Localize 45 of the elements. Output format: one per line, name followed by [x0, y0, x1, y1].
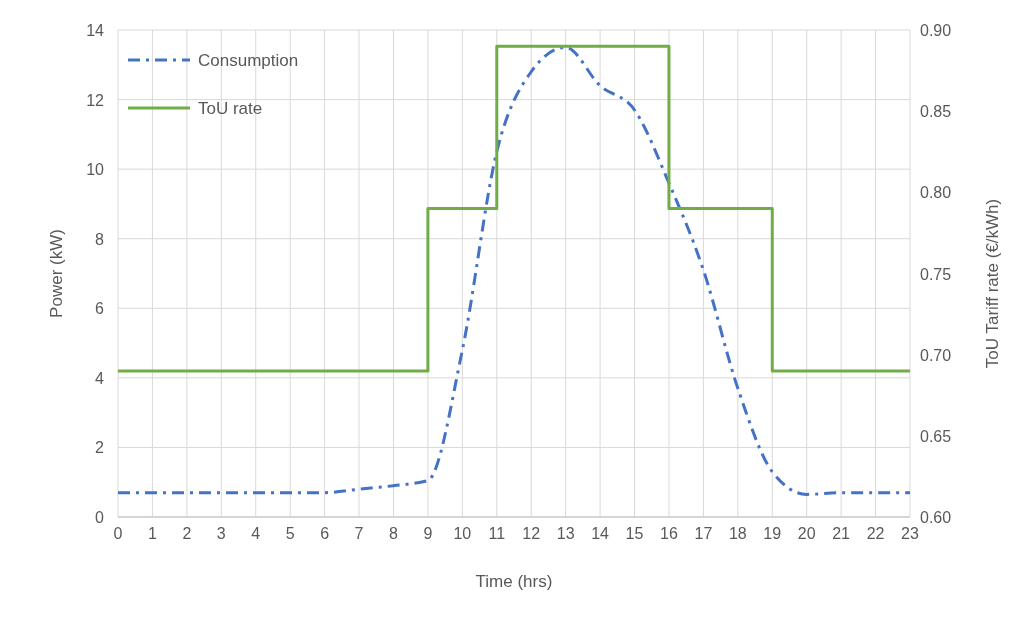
legend-label: ToU rate: [198, 99, 263, 118]
y2-tick-label: 0.60: [920, 509, 952, 526]
y-tick-label: 2: [95, 439, 105, 457]
y2-tick-label: 0.90: [920, 22, 952, 39]
x-tick-label: 10: [453, 525, 472, 542]
y-tick-label: 14: [86, 22, 105, 39]
x-tick-label: 1: [147, 525, 157, 542]
y2-axis-title: ToU Tariff rate (€/kWh): [983, 198, 1002, 369]
x-tick-label: 15: [625, 525, 644, 542]
x-tick-label: 4: [251, 525, 261, 542]
y2-tick-label: 0.65: [920, 427, 952, 445]
x-tick-label: 14: [591, 525, 610, 542]
y-tick-label: 8: [95, 230, 105, 248]
line-series: [116, 45, 912, 496]
y2-tick-label: 0.70: [920, 346, 952, 364]
x-tick-label: 11: [488, 525, 506, 542]
x-tick-label: 19: [763, 525, 782, 542]
y2-tick-label: 0.75: [920, 265, 952, 283]
x-tick-label: 5: [285, 525, 295, 542]
x-tick-label: 12: [522, 525, 541, 542]
y2-tick-label: 0.80: [920, 184, 952, 202]
x-tick-label: 23: [901, 525, 919, 542]
x-tick-label: 20: [797, 525, 816, 542]
x-tick-label: 13: [556, 525, 575, 542]
x-tick-label: 17: [694, 525, 713, 542]
x-tick-label: 9: [423, 525, 433, 542]
y-tick-label: 4: [95, 369, 105, 387]
x-tick-label: 2: [182, 525, 192, 542]
x-tick-label: 3: [216, 525, 226, 542]
x-tick-label: 21: [832, 525, 851, 542]
y-tick-label: 12: [86, 91, 105, 109]
y-axis-title: Power (kW): [47, 229, 66, 318]
x-tick-label: 16: [660, 525, 678, 542]
x-tick-label: 8: [389, 525, 399, 542]
x-tick-label: 7: [354, 525, 364, 542]
y-tick-label: 6: [95, 300, 105, 318]
x-axis-title: Time (hrs): [475, 572, 553, 591]
legend-label: Consumption: [198, 51, 299, 70]
y-tick-label: 0: [95, 509, 105, 526]
x-tick-label: 6: [320, 525, 330, 542]
y-tick-label: 10: [86, 161, 105, 179]
y2-tick-label: 0.85: [920, 103, 952, 121]
x-tick-label: 0: [113, 525, 123, 542]
x-tick-label: 18: [728, 525, 747, 542]
x-tick-label: 22: [866, 525, 885, 542]
